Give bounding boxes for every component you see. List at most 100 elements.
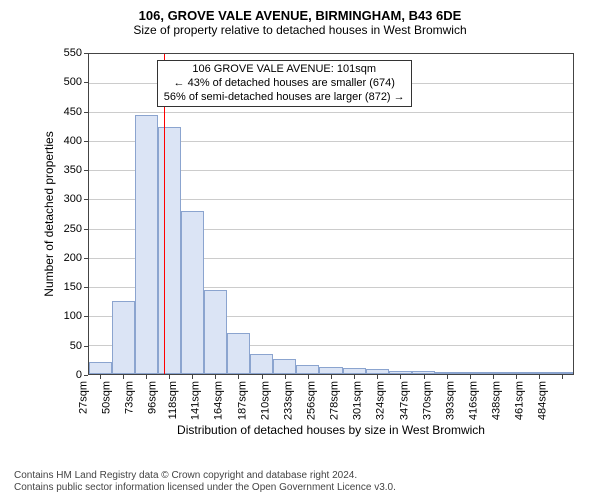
- x-tick-label: 301sqm: [352, 381, 364, 420]
- x-tick-label: 233sqm: [282, 381, 294, 420]
- y-tick-mark: [84, 229, 88, 230]
- y-tick-mark: [84, 375, 88, 376]
- x-tick-mark: [400, 375, 401, 379]
- y-tick-label: 450: [64, 106, 82, 118]
- y-tick-label: 250: [64, 223, 82, 235]
- histogram-bar: [135, 115, 158, 374]
- histogram-bar: [504, 372, 527, 374]
- x-tick-label: 278sqm: [329, 381, 341, 420]
- histogram-bar: [273, 359, 296, 374]
- histogram-bar: [319, 367, 342, 374]
- y-tick-label: 550: [64, 47, 82, 59]
- gridline: [89, 112, 573, 113]
- x-tick-label: 370sqm: [421, 381, 433, 420]
- x-tick-label: 393sqm: [444, 381, 456, 420]
- x-tick-mark: [285, 375, 286, 379]
- y-tick-mark: [84, 53, 88, 54]
- y-tick-mark: [84, 258, 88, 259]
- x-tick-mark: [262, 375, 263, 379]
- y-tick-mark: [84, 199, 88, 200]
- x-tick-mark: [377, 375, 378, 379]
- histogram-bar: [89, 362, 112, 374]
- y-tick-label: 100: [64, 310, 82, 322]
- annotation-box: 106 GROVE VALE AVENUE: 101sqm← 43% of de…: [157, 60, 412, 107]
- plot-region: 106 GROVE VALE AVENUE: 101sqm← 43% of de…: [88, 53, 574, 375]
- x-tick-label: 50sqm: [100, 381, 112, 414]
- histogram-bar: [412, 371, 435, 374]
- histogram-bar: [435, 372, 458, 374]
- x-tick-mark: [146, 375, 147, 379]
- x-tick-label: 256sqm: [305, 381, 317, 420]
- x-tick-mark: [470, 375, 471, 379]
- x-tick-label: 96sqm: [146, 381, 158, 414]
- y-axis-title: Number of detached properties: [42, 53, 56, 375]
- histogram-bar: [250, 354, 273, 374]
- x-tick-mark: [516, 375, 517, 379]
- x-tick-mark: [169, 375, 170, 379]
- x-tick-label: 324sqm: [375, 381, 387, 420]
- x-tick-label: 461sqm: [514, 381, 526, 420]
- x-tick-mark: [123, 375, 124, 379]
- histogram-bar: [389, 371, 412, 374]
- x-tick-mark: [447, 375, 448, 379]
- histogram-bar: [112, 301, 135, 374]
- histogram-bar: [227, 333, 250, 374]
- x-tick-label: 141sqm: [190, 381, 202, 420]
- plot-wrap: Number of detached properties 106 GROVE …: [88, 53, 574, 375]
- y-tick-mark: [84, 112, 88, 113]
- x-tick-mark: [100, 375, 101, 379]
- y-tick-label: 400: [64, 135, 82, 147]
- x-tick-label: 73sqm: [123, 381, 135, 414]
- x-tick-label: 484sqm: [537, 381, 549, 420]
- x-tick-label: 416sqm: [467, 381, 479, 420]
- x-tick-mark: [424, 375, 425, 379]
- histogram-bar: [550, 372, 573, 374]
- x-tick-label: 118sqm: [167, 381, 179, 419]
- x-tick-label: 164sqm: [213, 381, 225, 420]
- x-tick-label: 438sqm: [491, 381, 503, 420]
- y-tick-label: 150: [64, 281, 82, 293]
- footer-line-1: Contains HM Land Registry data © Crown c…: [14, 470, 586, 482]
- histogram-bar: [458, 372, 481, 374]
- footer: Contains HM Land Registry data © Crown c…: [14, 466, 586, 494]
- figure: 106, GROVE VALE AVENUE, BIRMINGHAM, B43 …: [0, 0, 600, 500]
- x-tick-mark: [215, 375, 216, 379]
- footer-line-2: Contains public sector information licen…: [14, 482, 586, 494]
- x-axis-title: Distribution of detached houses by size …: [88, 423, 574, 437]
- x-tick-mark: [238, 375, 239, 379]
- x-tick-mark: [308, 375, 309, 379]
- y-tick-mark: [84, 346, 88, 347]
- x-tick-mark: [562, 375, 563, 379]
- y-tick-mark: [84, 82, 88, 83]
- histogram-bar: [181, 211, 204, 374]
- x-tick-mark: [354, 375, 355, 379]
- histogram-bar: [481, 372, 504, 374]
- x-tick-mark: [192, 375, 193, 379]
- y-tick-label: 350: [64, 164, 82, 176]
- y-tick-mark: [84, 170, 88, 171]
- y-tick-mark: [84, 141, 88, 142]
- annotation-line: 106 GROVE VALE AVENUE: 101sqm: [164, 63, 405, 77]
- y-tick-label: 500: [64, 76, 82, 88]
- x-tick-label: 347sqm: [398, 381, 410, 420]
- annotation-line: 56% of semi-detached houses are larger (…: [164, 91, 405, 105]
- x-tick-label: 187sqm: [236, 381, 248, 420]
- y-tick-label: 0: [76, 369, 82, 381]
- x-tick-label: 210sqm: [259, 381, 271, 420]
- chart-area: Number of detached properties 106 GROVE …: [14, 41, 586, 466]
- histogram-bar: [343, 368, 366, 374]
- x-tick-mark: [539, 375, 540, 379]
- histogram-bar: [296, 365, 319, 374]
- x-tick-mark: [493, 375, 494, 379]
- histogram-bar: [527, 372, 550, 374]
- chart-subtitle: Size of property relative to detached ho…: [14, 23, 586, 37]
- histogram-bar: [158, 127, 181, 374]
- y-tick-mark: [84, 287, 88, 288]
- histogram-bar: [204, 290, 227, 374]
- annotation-line: ← 43% of detached houses are smaller (67…: [164, 77, 405, 91]
- x-tick-label: 27sqm: [77, 381, 89, 414]
- y-tick-label: 300: [64, 193, 82, 205]
- y-tick-mark: [84, 316, 88, 317]
- y-tick-label: 200: [64, 252, 82, 264]
- chart-title: 106, GROVE VALE AVENUE, BIRMINGHAM, B43 …: [14, 8, 586, 23]
